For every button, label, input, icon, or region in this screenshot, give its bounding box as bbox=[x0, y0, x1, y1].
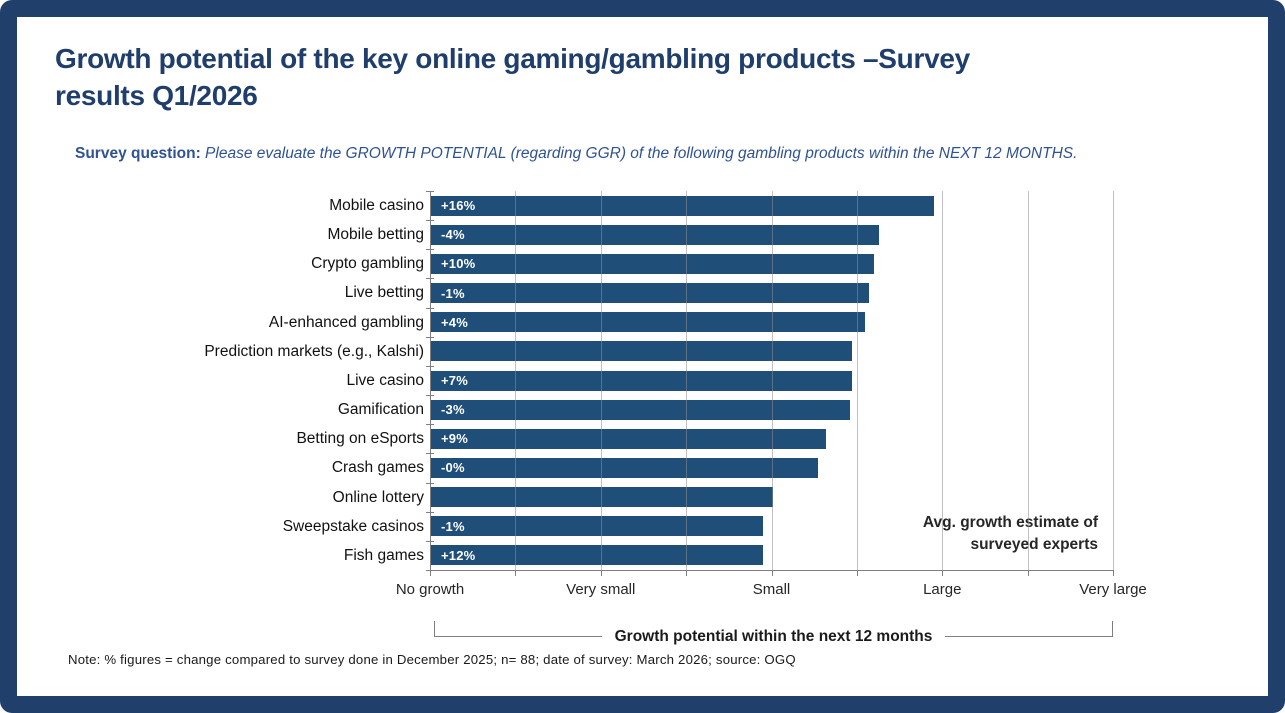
bar: +7% bbox=[430, 370, 852, 391]
category-label: Crash games bbox=[331, 459, 424, 477]
x-axis-tick bbox=[771, 570, 773, 576]
category-axis-labels: Mobile casino Mobile betting Crypto gambli… bbox=[140, 191, 424, 570]
chart-annotation-line-2: surveyed experts bbox=[970, 536, 1098, 553]
x-axis-tick bbox=[1027, 570, 1029, 576]
x-axis-tick-label: Very large bbox=[1079, 581, 1147, 598]
category-label: Sweepstake casinos bbox=[282, 517, 424, 535]
category-axis-tick bbox=[426, 511, 434, 513]
bar-value-label: -1% bbox=[441, 518, 465, 534]
gridline bbox=[1027, 191, 1029, 570]
category-label: Gamification bbox=[337, 401, 424, 419]
page-title-line-2: results Q1/2026 bbox=[55, 80, 258, 111]
footnote: Note: % figures = change compared to sur… bbox=[68, 652, 796, 667]
bar-value-label: -1% bbox=[441, 285, 465, 301]
category-axis-tick bbox=[426, 249, 434, 251]
bar: +16% bbox=[430, 195, 934, 216]
bar-value-label: -0% bbox=[441, 460, 465, 476]
category-label: AI-enhanced gambling bbox=[268, 313, 424, 331]
x-axis-tick bbox=[686, 570, 688, 576]
bar: +4% bbox=[430, 312, 866, 333]
bar-value-label: +9% bbox=[441, 431, 468, 447]
category-axis-line bbox=[430, 191, 431, 570]
x-axis-tick bbox=[430, 570, 431, 576]
bar: -3% bbox=[430, 399, 851, 420]
category-axis-tick bbox=[426, 307, 434, 309]
bar bbox=[430, 341, 852, 362]
category-axis-tick bbox=[426, 336, 434, 338]
category-axis-tick bbox=[426, 278, 434, 280]
gridline bbox=[856, 191, 858, 570]
category-axis-tick bbox=[426, 191, 434, 192]
category-label: Prediction markets (e.g., Kalshi) bbox=[204, 342, 424, 360]
page-title: Growth potential of the key online gamin… bbox=[55, 40, 970, 114]
category-label: Live casino bbox=[346, 371, 424, 389]
category-axis-tick bbox=[426, 220, 434, 222]
x-axis-tick bbox=[856, 570, 858, 576]
bar: -4% bbox=[430, 224, 880, 245]
bracket-left-line bbox=[434, 621, 602, 637]
bar: +12% bbox=[430, 545, 763, 566]
bar-value-label: -3% bbox=[441, 402, 465, 418]
bar-value-label: -4% bbox=[441, 227, 465, 243]
bar-value-label: +4% bbox=[441, 314, 468, 330]
gridline bbox=[600, 191, 602, 570]
category-axis-tick bbox=[426, 365, 434, 367]
bar: -0% bbox=[430, 457, 818, 478]
x-axis-tick bbox=[1113, 570, 1114, 576]
gridline bbox=[515, 191, 517, 570]
category-axis-tick bbox=[426, 540, 434, 542]
chart-plot-area: +16% -4% +10% -1% +4% +7% -3% +9% -0% -1% +12% bbox=[426, 191, 1114, 571]
bar-value-label: +7% bbox=[441, 373, 468, 388]
x-axis-tick bbox=[942, 570, 944, 576]
category-label: Betting on eSports bbox=[296, 430, 424, 448]
x-axis-tick bbox=[600, 570, 602, 576]
bracket-right-line bbox=[945, 621, 1114, 637]
bar-value-label: +12% bbox=[441, 547, 476, 563]
chart-annotation-line-1: Avg. growth estimate of bbox=[922, 514, 1098, 531]
category-axis-tick bbox=[426, 395, 434, 397]
survey-question-text: Please evaluate the GROWTH POTENTIAL (re… bbox=[200, 145, 1078, 162]
category-label: Live betting bbox=[344, 284, 424, 302]
x-axis-tick-label: Large bbox=[923, 581, 962, 598]
x-axis-tick bbox=[515, 570, 517, 576]
survey-question: Survey question: Please evaluate the GRO… bbox=[75, 145, 1077, 163]
category-axis-tick bbox=[426, 453, 434, 455]
gridline bbox=[771, 191, 773, 570]
gridline bbox=[942, 191, 944, 570]
category-label: Online lottery bbox=[332, 488, 424, 506]
survey-question-label: Survey question: bbox=[75, 145, 201, 162]
gridline bbox=[686, 191, 688, 570]
x-axis-tick-label: Small bbox=[752, 581, 791, 598]
category-label: Mobile casino bbox=[329, 197, 424, 214]
category-axis-tick bbox=[426, 482, 434, 484]
gridline bbox=[1113, 191, 1114, 570]
chart-annotation: Avg. growth estimate of surveyed experts bbox=[800, 512, 1098, 556]
page-title-line-1: Growth potential of the key online gamin… bbox=[55, 43, 970, 74]
x-axis-title-bracket: Growth potential within the next 12 mont… bbox=[434, 621, 1114, 645]
bar-value-label: +10% bbox=[441, 256, 476, 272]
x-axis-tick-label: No growth bbox=[395, 581, 465, 598]
category-label: Crypto gambling bbox=[311, 255, 424, 273]
category-label: Mobile betting bbox=[327, 226, 424, 244]
x-axis-title: Growth potential within the next 12 mont… bbox=[614, 628, 933, 645]
bar-value-label: +16% bbox=[441, 198, 476, 214]
category-axis-tick bbox=[426, 424, 434, 426]
bar: +10% bbox=[430, 253, 874, 274]
category-axis-tick bbox=[426, 570, 434, 571]
bar: -1% bbox=[430, 516, 763, 537]
bar: +9% bbox=[430, 428, 827, 449]
x-axis: No growth Very small Small Large Very large bbox=[396, 570, 1147, 598]
category-label: Fish games bbox=[343, 546, 424, 564]
bar: -1% bbox=[430, 283, 869, 304]
x-axis-tick-label: Very small bbox=[566, 581, 636, 598]
